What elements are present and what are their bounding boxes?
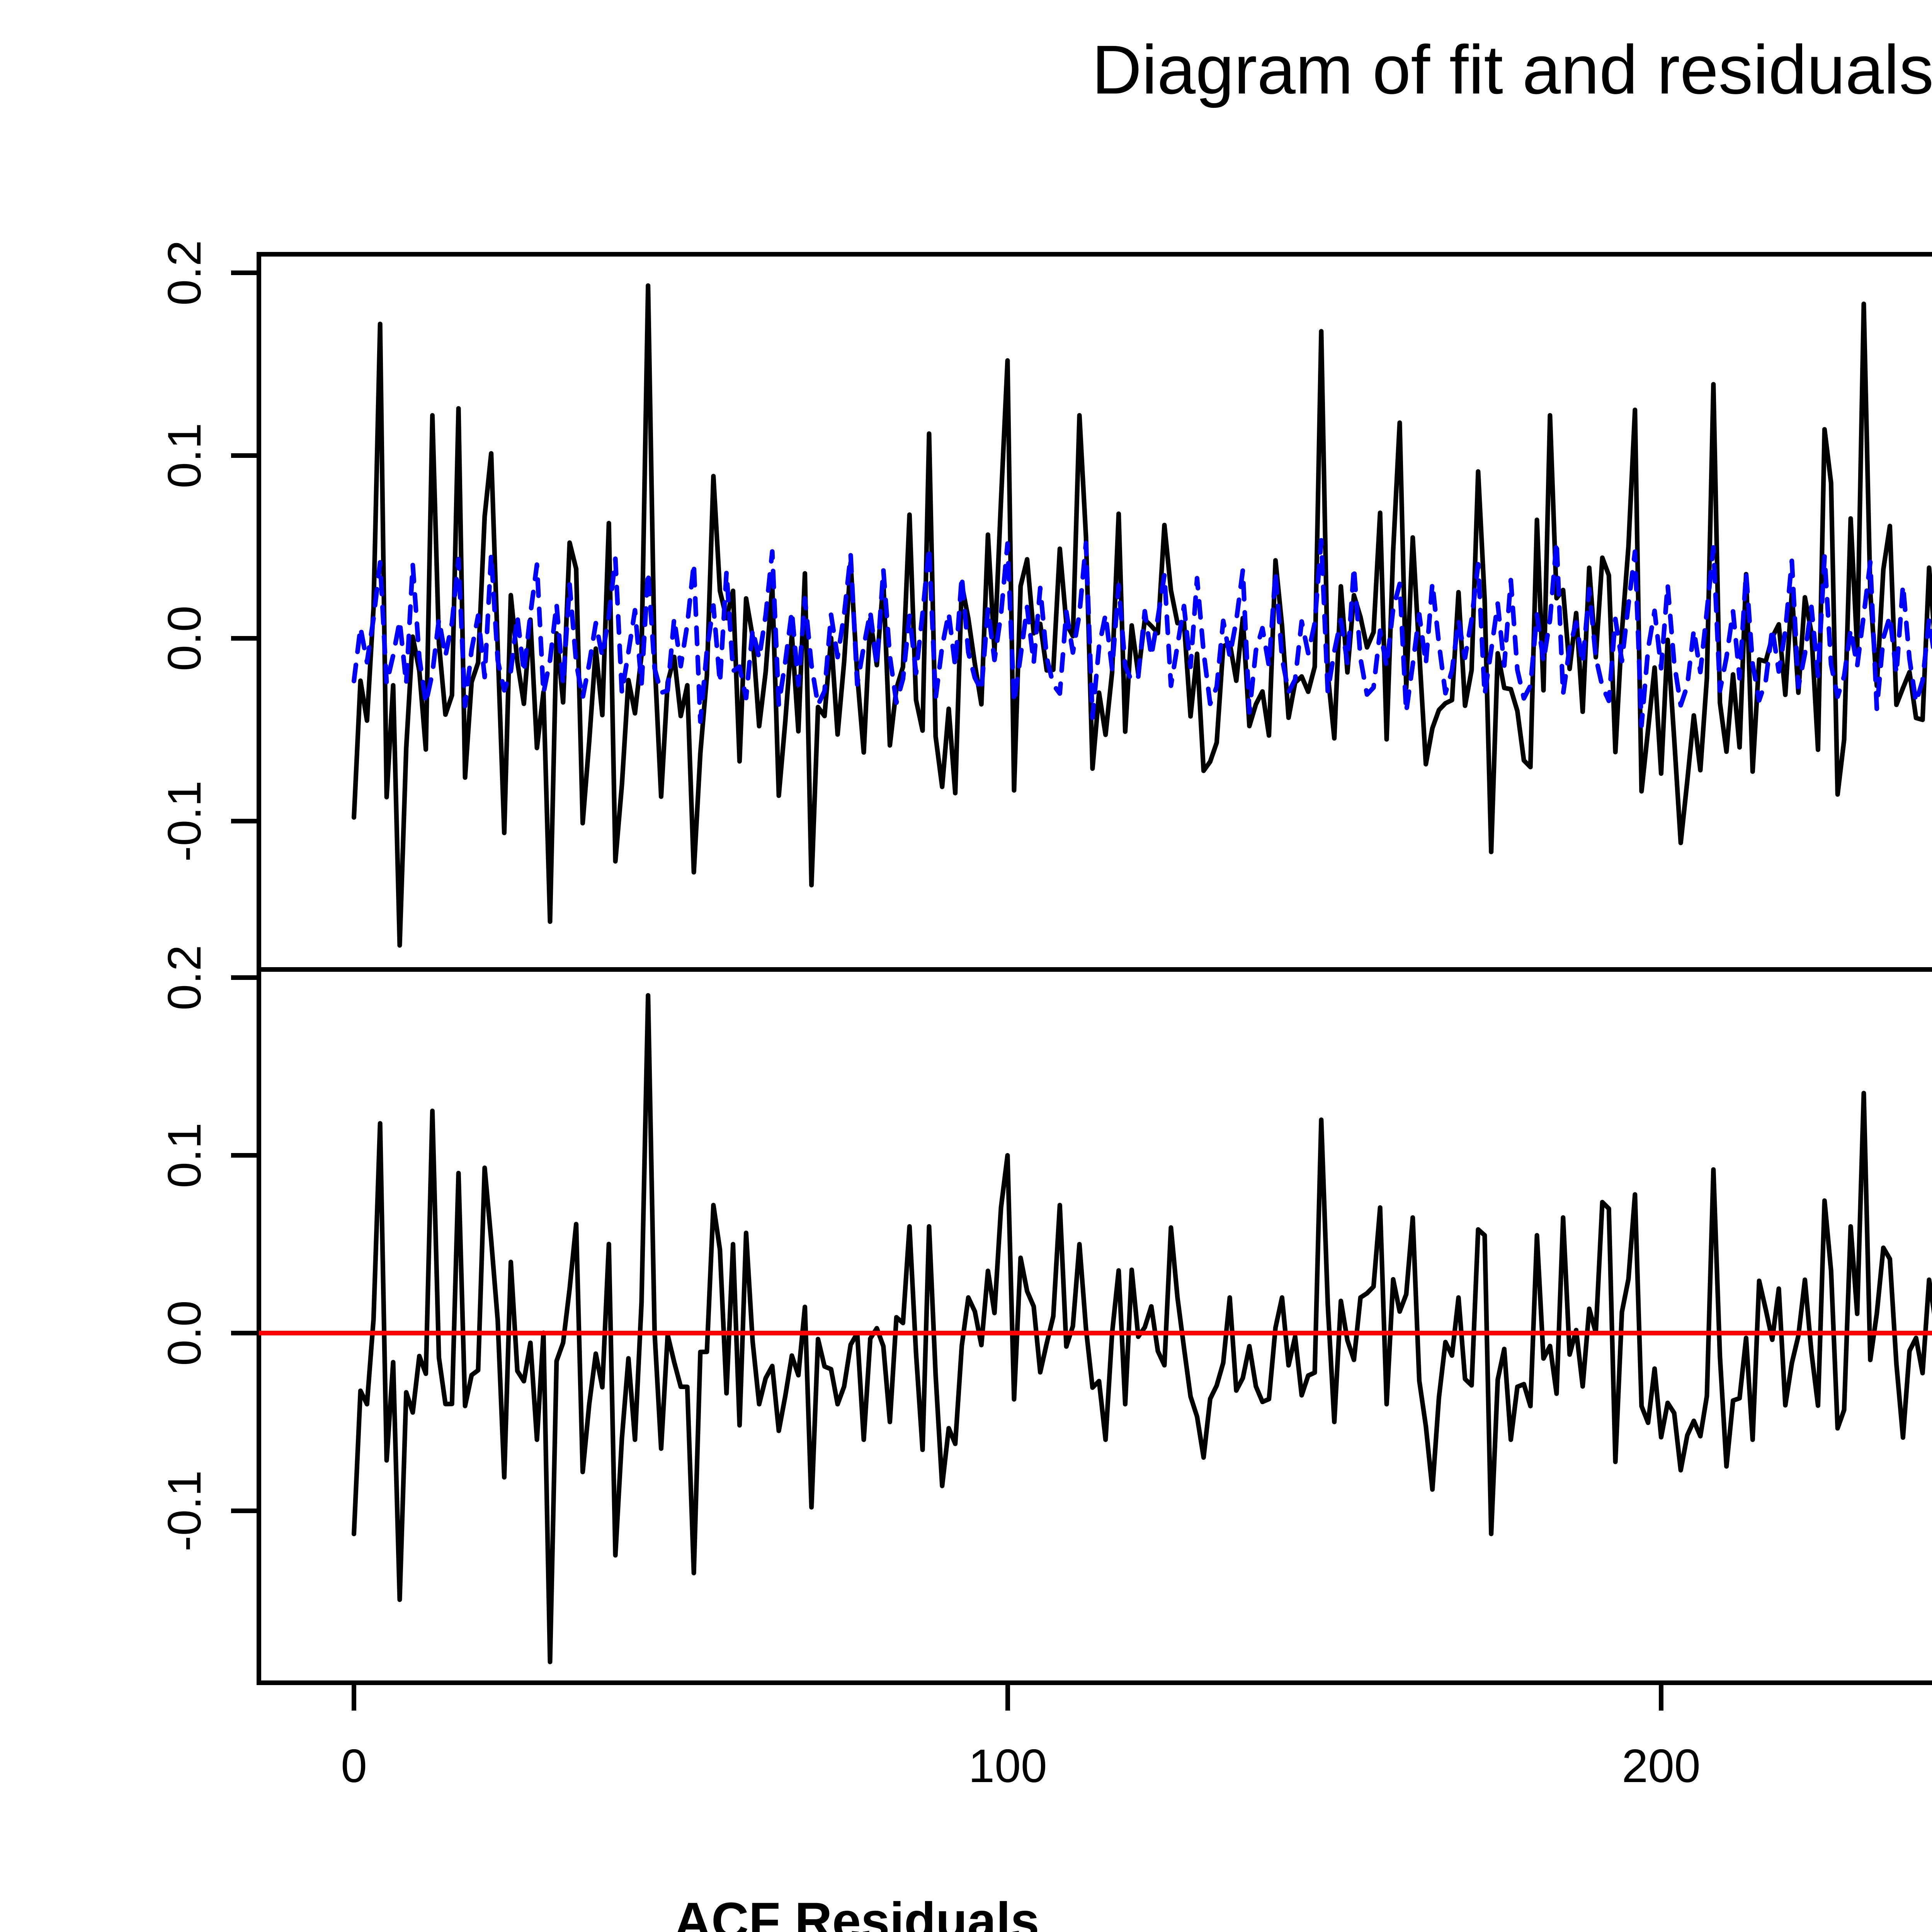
svg-text:-0.1: -0.1 <box>158 781 211 862</box>
svg-text:100: 100 <box>968 1740 1047 1792</box>
svg-text:0.2: 0.2 <box>158 240 211 306</box>
svg-text:0.0: 0.0 <box>158 1300 211 1366</box>
svg-text:0.0: 0.0 <box>158 605 211 671</box>
svg-text:200: 200 <box>1622 1740 1701 1792</box>
svg-text:0.1: 0.1 <box>158 423 211 488</box>
svg-text:Diagram of fit and residuals f: Diagram of fit and residuals for Alfalfa <box>1092 31 1932 108</box>
svg-text:ACF Residuals: ACF Residuals <box>674 1892 1039 1932</box>
svg-text:0.2: 0.2 <box>158 945 211 1010</box>
svg-text:-0.1: -0.1 <box>158 1470 211 1551</box>
svg-text:0: 0 <box>341 1740 367 1792</box>
svg-text:0.1: 0.1 <box>158 1122 211 1188</box>
